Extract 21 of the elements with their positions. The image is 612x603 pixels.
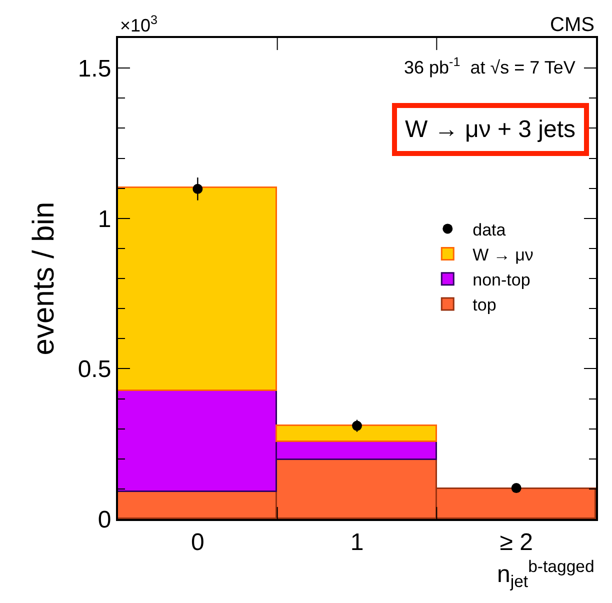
y-tick-label: 1 — [98, 206, 112, 233]
point — [511, 483, 522, 494]
text: ×10$^{3}$ — [120, 13, 158, 36]
annotation: 36 pb$^{-1}$ at √s = 7 TeV — [404, 55, 576, 78]
x-tick-label: 0 — [190, 528, 204, 556]
annotation: W → μν + 3 jets — [405, 116, 576, 143]
chart-title: CMS — [550, 14, 594, 36]
point — [192, 184, 203, 194]
y-tick-label: 1.5 — [78, 55, 112, 82]
y-tick-label: 0.5 — [78, 356, 112, 384]
x-tick-label: 1 — [350, 528, 364, 556]
bar — [276, 424, 437, 442]
legend-label: W → μν — [472, 245, 534, 264]
legend-label: non-top — [472, 270, 530, 290]
point — [352, 420, 362, 431]
bar — [118, 186, 277, 391]
legend-label: top — [472, 296, 496, 315]
y-tick-label: 0 — [98, 506, 112, 534]
x-tick-label: ≥ 2 — [500, 528, 533, 556]
y-axis-title: events / bin — [27, 202, 60, 356]
legend-label: data — [472, 220, 506, 240]
